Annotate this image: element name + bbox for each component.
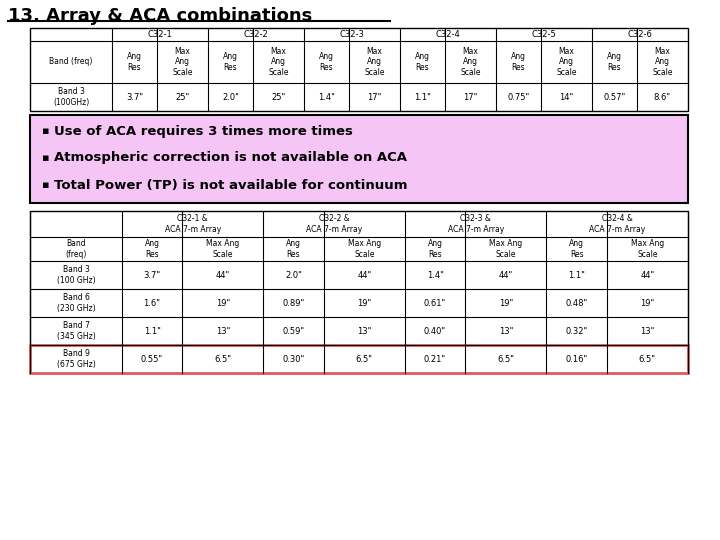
Text: C32-2 &
ACA 7-m Array: C32-2 & ACA 7-m Array	[306, 214, 362, 234]
Text: 6.5": 6.5"	[639, 354, 656, 363]
Text: 0.16": 0.16"	[565, 354, 588, 363]
Text: Max Ang
Scale: Max Ang Scale	[206, 239, 240, 259]
Text: 13": 13"	[215, 327, 230, 335]
Text: 0.55": 0.55"	[141, 354, 163, 363]
Text: Max Ang
Scale: Max Ang Scale	[631, 239, 664, 259]
Text: Max
Ang
Scale: Max Ang Scale	[364, 47, 384, 77]
Text: 0.59": 0.59"	[282, 327, 305, 335]
Text: 8.6": 8.6"	[654, 92, 671, 102]
Text: 44": 44"	[216, 271, 230, 280]
Text: 6.5": 6.5"	[356, 354, 373, 363]
Text: 2.0": 2.0"	[222, 92, 239, 102]
Text: C32-5: C32-5	[531, 30, 557, 39]
Text: Use of ACA requires 3 times more times: Use of ACA requires 3 times more times	[54, 125, 353, 138]
Text: Ang
Res: Ang Res	[607, 52, 622, 72]
Text: Max Ang
Scale: Max Ang Scale	[489, 239, 523, 259]
Text: Ang
Res: Ang Res	[319, 52, 334, 72]
Text: C32-3 &
ACA 7-m Array: C32-3 & ACA 7-m Array	[448, 214, 504, 234]
Text: 19": 19"	[216, 299, 230, 307]
Text: 6.5": 6.5"	[215, 354, 231, 363]
Text: Ang
Res: Ang Res	[569, 239, 584, 259]
Text: 19": 19"	[357, 299, 372, 307]
Text: Atmospheric correction is not available on ACA: Atmospheric correction is not available …	[54, 152, 407, 165]
Bar	[30, 28, 688, 111]
Text: C32-1 &
ACA 7-m Array: C32-1 & ACA 7-m Array	[165, 214, 221, 234]
Text: C32-3: C32-3	[340, 30, 364, 39]
Text: 13": 13"	[499, 327, 513, 335]
Text: Band 3
(100GHz): Band 3 (100GHz)	[53, 87, 89, 107]
Text: Ang
Res: Ang Res	[415, 52, 430, 72]
Text: 25": 25"	[271, 92, 286, 102]
Text: Ang
Res: Ang Res	[223, 52, 238, 72]
Text: 1.6": 1.6"	[143, 299, 161, 307]
Text: 1.1": 1.1"	[568, 271, 585, 280]
Text: 3.7": 3.7"	[126, 92, 143, 102]
Bar	[30, 211, 688, 373]
Text: Band 9
(675 GHz): Band 9 (675 GHz)	[57, 349, 95, 369]
Text: 25": 25"	[176, 92, 189, 102]
Text: 13": 13"	[357, 327, 372, 335]
Text: Band 6
(230 GHz): Band 6 (230 GHz)	[57, 293, 95, 313]
Text: Max
Ang
Scale: Max Ang Scale	[269, 47, 289, 77]
Text: 13. Array & ACA combinations: 13. Array & ACA combinations	[8, 7, 312, 25]
Text: 0.32": 0.32"	[565, 327, 588, 335]
Text: 1.4": 1.4"	[318, 92, 335, 102]
Text: Max
Ang
Scale: Max Ang Scale	[556, 47, 577, 77]
Text: 1.1": 1.1"	[414, 92, 431, 102]
Text: 1.4": 1.4"	[427, 271, 444, 280]
Text: 19": 19"	[499, 299, 513, 307]
Text: 1.1": 1.1"	[143, 327, 161, 335]
Text: Band (freq): Band (freq)	[50, 57, 93, 66]
Text: 17": 17"	[367, 92, 382, 102]
Text: Max Ang
Scale: Max Ang Scale	[348, 239, 381, 259]
Text: Max
Ang
Scale: Max Ang Scale	[460, 47, 481, 77]
Text: 0.48": 0.48"	[565, 299, 588, 307]
Text: Band
(freq): Band (freq)	[66, 239, 86, 259]
Text: 6.5": 6.5"	[498, 354, 514, 363]
Text: 17": 17"	[463, 92, 477, 102]
Text: Band 3
(100 GHz): Band 3 (100 GHz)	[57, 265, 95, 285]
Text: Total Power (TP) is not available for continuum: Total Power (TP) is not available for co…	[54, 179, 408, 192]
Text: 0.89": 0.89"	[282, 299, 305, 307]
Text: 44": 44"	[499, 271, 513, 280]
Text: C32-1: C32-1	[148, 30, 173, 39]
Text: C32-4: C32-4	[436, 30, 461, 39]
Text: 13": 13"	[640, 327, 654, 335]
Text: 0.40": 0.40"	[424, 327, 446, 335]
Text: 0.21": 0.21"	[424, 354, 446, 363]
Text: 0.61": 0.61"	[424, 299, 446, 307]
Text: Ang
Res: Ang Res	[127, 52, 142, 72]
Text: 44": 44"	[640, 271, 654, 280]
Bar	[30, 115, 688, 203]
Text: C32-2: C32-2	[244, 30, 269, 39]
Text: 3.7": 3.7"	[143, 271, 161, 280]
Text: 2.0": 2.0"	[285, 271, 302, 280]
Text: Ang
Res: Ang Res	[286, 239, 301, 259]
Text: 19": 19"	[640, 299, 654, 307]
Text: C32-4 &
ACA 7-m Array: C32-4 & ACA 7-m Array	[589, 214, 645, 234]
Text: C32-6: C32-6	[628, 30, 652, 39]
Text: 44": 44"	[357, 271, 372, 280]
Text: Band 7
(345 GHz): Band 7 (345 GHz)	[57, 321, 95, 341]
Text: Ang
Res: Ang Res	[145, 239, 160, 259]
Text: 0.30": 0.30"	[282, 354, 305, 363]
Text: Ang
Res: Ang Res	[428, 239, 443, 259]
Text: 14": 14"	[559, 92, 573, 102]
Text: Max
Ang
Scale: Max Ang Scale	[652, 47, 672, 77]
Text: ▪: ▪	[42, 180, 50, 190]
Text: 0.57": 0.57"	[603, 92, 626, 102]
Text: Ang
Res: Ang Res	[511, 52, 526, 72]
Text: Max
Ang
Scale: Max Ang Scale	[172, 47, 193, 77]
Text: ▪: ▪	[42, 126, 50, 136]
Text: ▪: ▪	[42, 153, 50, 163]
Bar	[30, 345, 688, 373]
Text: 0.75": 0.75"	[507, 92, 529, 102]
